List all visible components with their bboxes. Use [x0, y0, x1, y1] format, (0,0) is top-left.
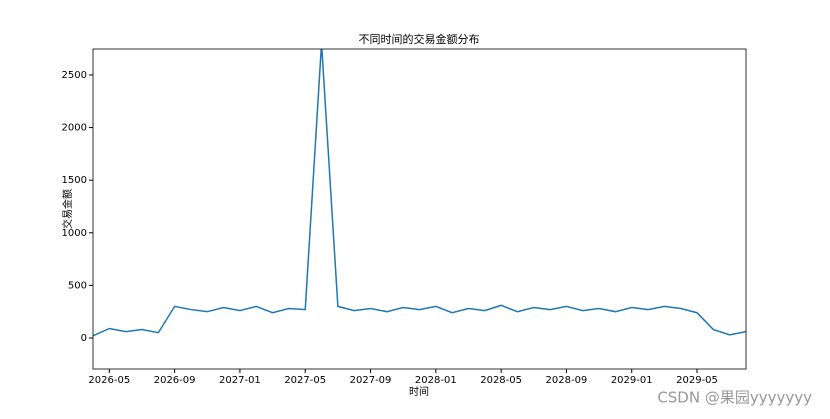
y-tick-label: 0: [81, 333, 87, 344]
y-tick-label: 1000: [62, 228, 87, 239]
y-axis-label: 交易金额: [61, 189, 74, 229]
y-tick-label: 2000: [62, 123, 87, 134]
x-tick-label: 2028-01: [415, 375, 457, 386]
x-tick-label: 2029-05: [676, 375, 718, 386]
x-tick-label: 2028-05: [480, 375, 522, 386]
x-tick-label: 2027-05: [284, 375, 326, 386]
watermark: CSDN @果园yyyyyyy: [657, 389, 812, 407]
x-tick-label: 2029-01: [611, 375, 653, 386]
x-tick-label: 2027-01: [219, 375, 261, 386]
y-tick-label: 2500: [62, 70, 87, 81]
x-tick-label: 2027-09: [350, 375, 392, 386]
chart-title: 不同时间的交易金额分布: [359, 32, 480, 46]
y-tick-label: 1500: [62, 175, 87, 186]
y-tick-label: 500: [68, 280, 87, 291]
x-axis-label: 时间: [409, 385, 429, 398]
x-tick-label: 2026-05: [88, 375, 130, 386]
x-tick-label: 2028-09: [546, 375, 588, 386]
axes-frame: [92, 48, 747, 370]
plot-area: [93, 49, 746, 337]
data-line: [93, 49, 746, 337]
x-tick-label: 2026-09: [154, 375, 196, 386]
